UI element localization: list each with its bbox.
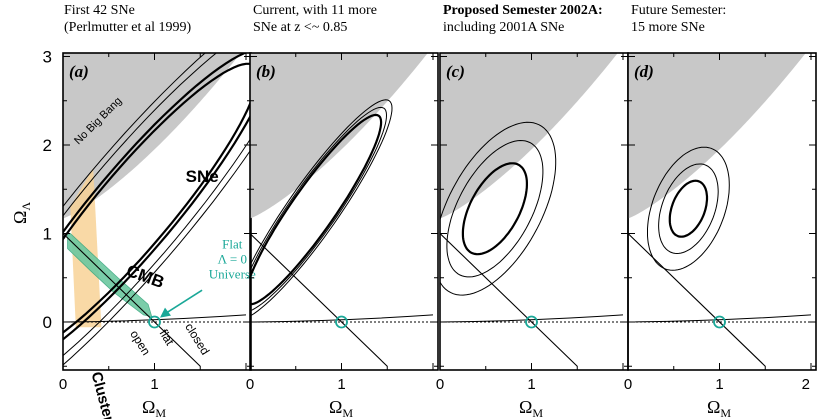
x-tick-label: 0	[59, 376, 67, 393]
sne-contour	[250, 106, 388, 312]
sne-contour	[63, 53, 251, 366]
sne-contour	[63, 62, 251, 334]
panel-a-plot	[63, 53, 251, 367]
open-text: open	[127, 328, 153, 358]
flat-universe-line	[63, 233, 201, 367]
sne-label: SNe	[186, 167, 219, 186]
sne-contour	[461, 162, 528, 256]
flat-lambda-label: Flat	[222, 237, 243, 252]
panel-b-plot	[250, 53, 434, 367]
sne-contour	[658, 163, 719, 255]
flat-label: flat	[157, 327, 178, 349]
panel-c-caption: Proposed Semester 2002A: including 2001A …	[443, 2, 603, 36]
x-tick-label: 0	[624, 376, 632, 393]
x-tick-label: 2	[802, 376, 810, 393]
x-axis-label: ΩM	[519, 397, 543, 419]
accel-boundary-curve	[628, 314, 812, 323]
y-tick-label: 3	[43, 48, 52, 67]
x-axis-label: ΩM	[142, 397, 166, 419]
panel-b: 0 1 ΩM (b)	[246, 52, 439, 419]
sne-contour	[668, 179, 709, 238]
flat-universe-line	[440, 233, 578, 367]
flat-lambda-zero-marker	[713, 315, 726, 329]
y-tick-label: 1	[43, 225, 52, 244]
x-tick-label: 0	[246, 376, 254, 393]
y-tick-label: 0	[43, 313, 52, 332]
accel-boundary-curve	[440, 314, 624, 323]
x-tick-label: 1	[337, 376, 345, 393]
accel-boundary-curve	[63, 314, 247, 323]
x-tick-label: 1	[150, 376, 158, 393]
sne-contour	[446, 139, 544, 278]
panel-label: (c)	[446, 62, 465, 81]
panel-frame	[249, 52, 439, 371]
flat-lambda-zero-marker	[148, 315, 161, 329]
sne-contour	[250, 113, 383, 306]
sne-contour	[250, 99, 393, 317]
y-tick-label: 2	[43, 136, 52, 155]
caption-line: First 42 SNe	[64, 3, 135, 18]
flat-text: flat	[157, 327, 178, 349]
panel-label: (a)	[69, 62, 89, 81]
y-axis-label-text: ΩΛ	[10, 202, 33, 224]
panel-b-caption: Current, with 11 more SNe at z <~ 0.85	[253, 2, 377, 36]
flat-lambda-zero-marker	[335, 315, 348, 329]
panel-label: (b)	[256, 62, 276, 81]
no-big-bang-region	[440, 53, 618, 219]
panel-c: 0 1 ΩM (c)	[436, 52, 629, 419]
panel-label: (d)	[634, 62, 654, 81]
flat-lambda-label: Λ = 0	[218, 252, 247, 267]
flat-lambda-arrow-line	[161, 289, 203, 317]
caption-line: (Perlmutter et al 1999)	[64, 20, 192, 35]
panel-d: 0 1 2 ΩM (d)	[624, 52, 817, 419]
sne-contour	[63, 53, 251, 341]
x-tick-label: 1	[527, 376, 535, 393]
x-axis-label: ΩM	[329, 397, 353, 419]
flat-universe-line	[250, 233, 388, 367]
flat-lambda-arrow-head	[159, 307, 171, 318]
accel-boundary-curve	[250, 314, 434, 323]
flat-universe-line	[628, 233, 766, 367]
flat-lambda-zero-marker	[525, 315, 538, 329]
caption-line: Current, with 11 more	[253, 3, 377, 18]
no-big-bang-region	[628, 53, 806, 219]
sne-contour	[440, 121, 557, 296]
closed-text: closed	[182, 321, 212, 358]
x-tick-label: 0	[436, 376, 444, 393]
panel-frame	[627, 52, 817, 371]
panel-a-caption: First 42 SNe (Perlmutter et al 1999)	[64, 2, 191, 36]
x-tick-label: 1	[715, 376, 723, 393]
clusters-text: Clusters	[88, 370, 120, 419]
panel-c-plot	[440, 53, 624, 367]
y-axis-label: ΩΛ	[10, 202, 33, 224]
closed-label: closed	[182, 321, 212, 358]
flat-lambda-label: Universe	[209, 267, 256, 282]
panel-d-plot	[628, 53, 812, 367]
caption-line: Future Semester:	[631, 3, 727, 18]
clusters-label: Clusters	[88, 370, 120, 419]
sne-contour	[647, 146, 730, 271]
caption-line: 15 more SNe	[631, 20, 705, 35]
caption-line: including 2001A SNe	[443, 20, 565, 35]
caption-line: SNe at z <~ 0.85	[253, 20, 348, 35]
caption-line: Proposed Semester 2002A:	[443, 3, 603, 18]
open-label: open	[127, 328, 153, 358]
no-big-bang-region	[250, 53, 428, 219]
panel-d-caption: Future Semester: 15 more SNe	[631, 2, 726, 36]
x-axis-label: ΩM	[707, 397, 731, 419]
